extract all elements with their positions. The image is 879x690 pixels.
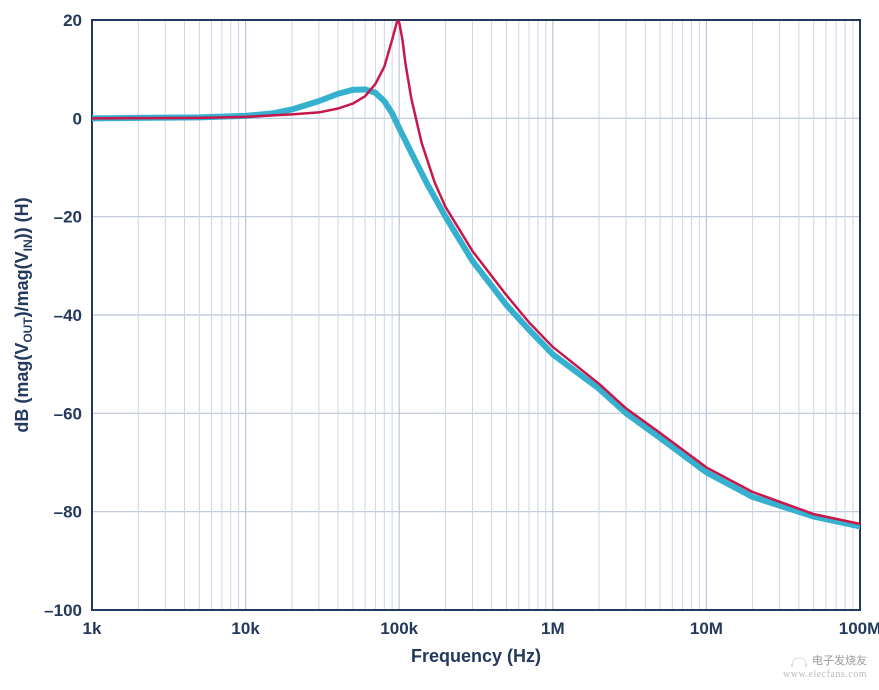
y-tick-label: 20 xyxy=(63,11,82,30)
x-tick-label: 100M xyxy=(839,619,879,638)
x-tick-label: 1M xyxy=(541,619,565,638)
x-tick-label: 1k xyxy=(83,619,102,638)
chart-bg xyxy=(0,0,879,690)
bode-magnitude-chart: 1k 10k 100k 1M 10M 100M –100 –80 –60 –40 –20 0 20 Fre… xyxy=(0,0,879,690)
x-axis-label: Frequency (Hz) xyxy=(411,646,541,666)
y-tick-label: –80 xyxy=(54,503,82,522)
y-axis-label: dB (mag(VOUT)/mag(VIN)) (H) xyxy=(12,197,35,432)
y-tick-label: –40 xyxy=(54,306,82,325)
y-tick-label: –100 xyxy=(44,601,82,620)
y-tick-label: 0 xyxy=(73,109,82,128)
y-tick-label: –20 xyxy=(54,208,82,227)
x-tick-label: 10M xyxy=(690,619,723,638)
x-tick-label: 10k xyxy=(231,619,260,638)
chart-svg: 1k 10k 100k 1M 10M 100M –100 –80 –60 –40 –20 0 20 Fre… xyxy=(0,0,879,690)
y-tick-label: –60 xyxy=(54,404,82,423)
x-tick-label: 100k xyxy=(380,619,418,638)
